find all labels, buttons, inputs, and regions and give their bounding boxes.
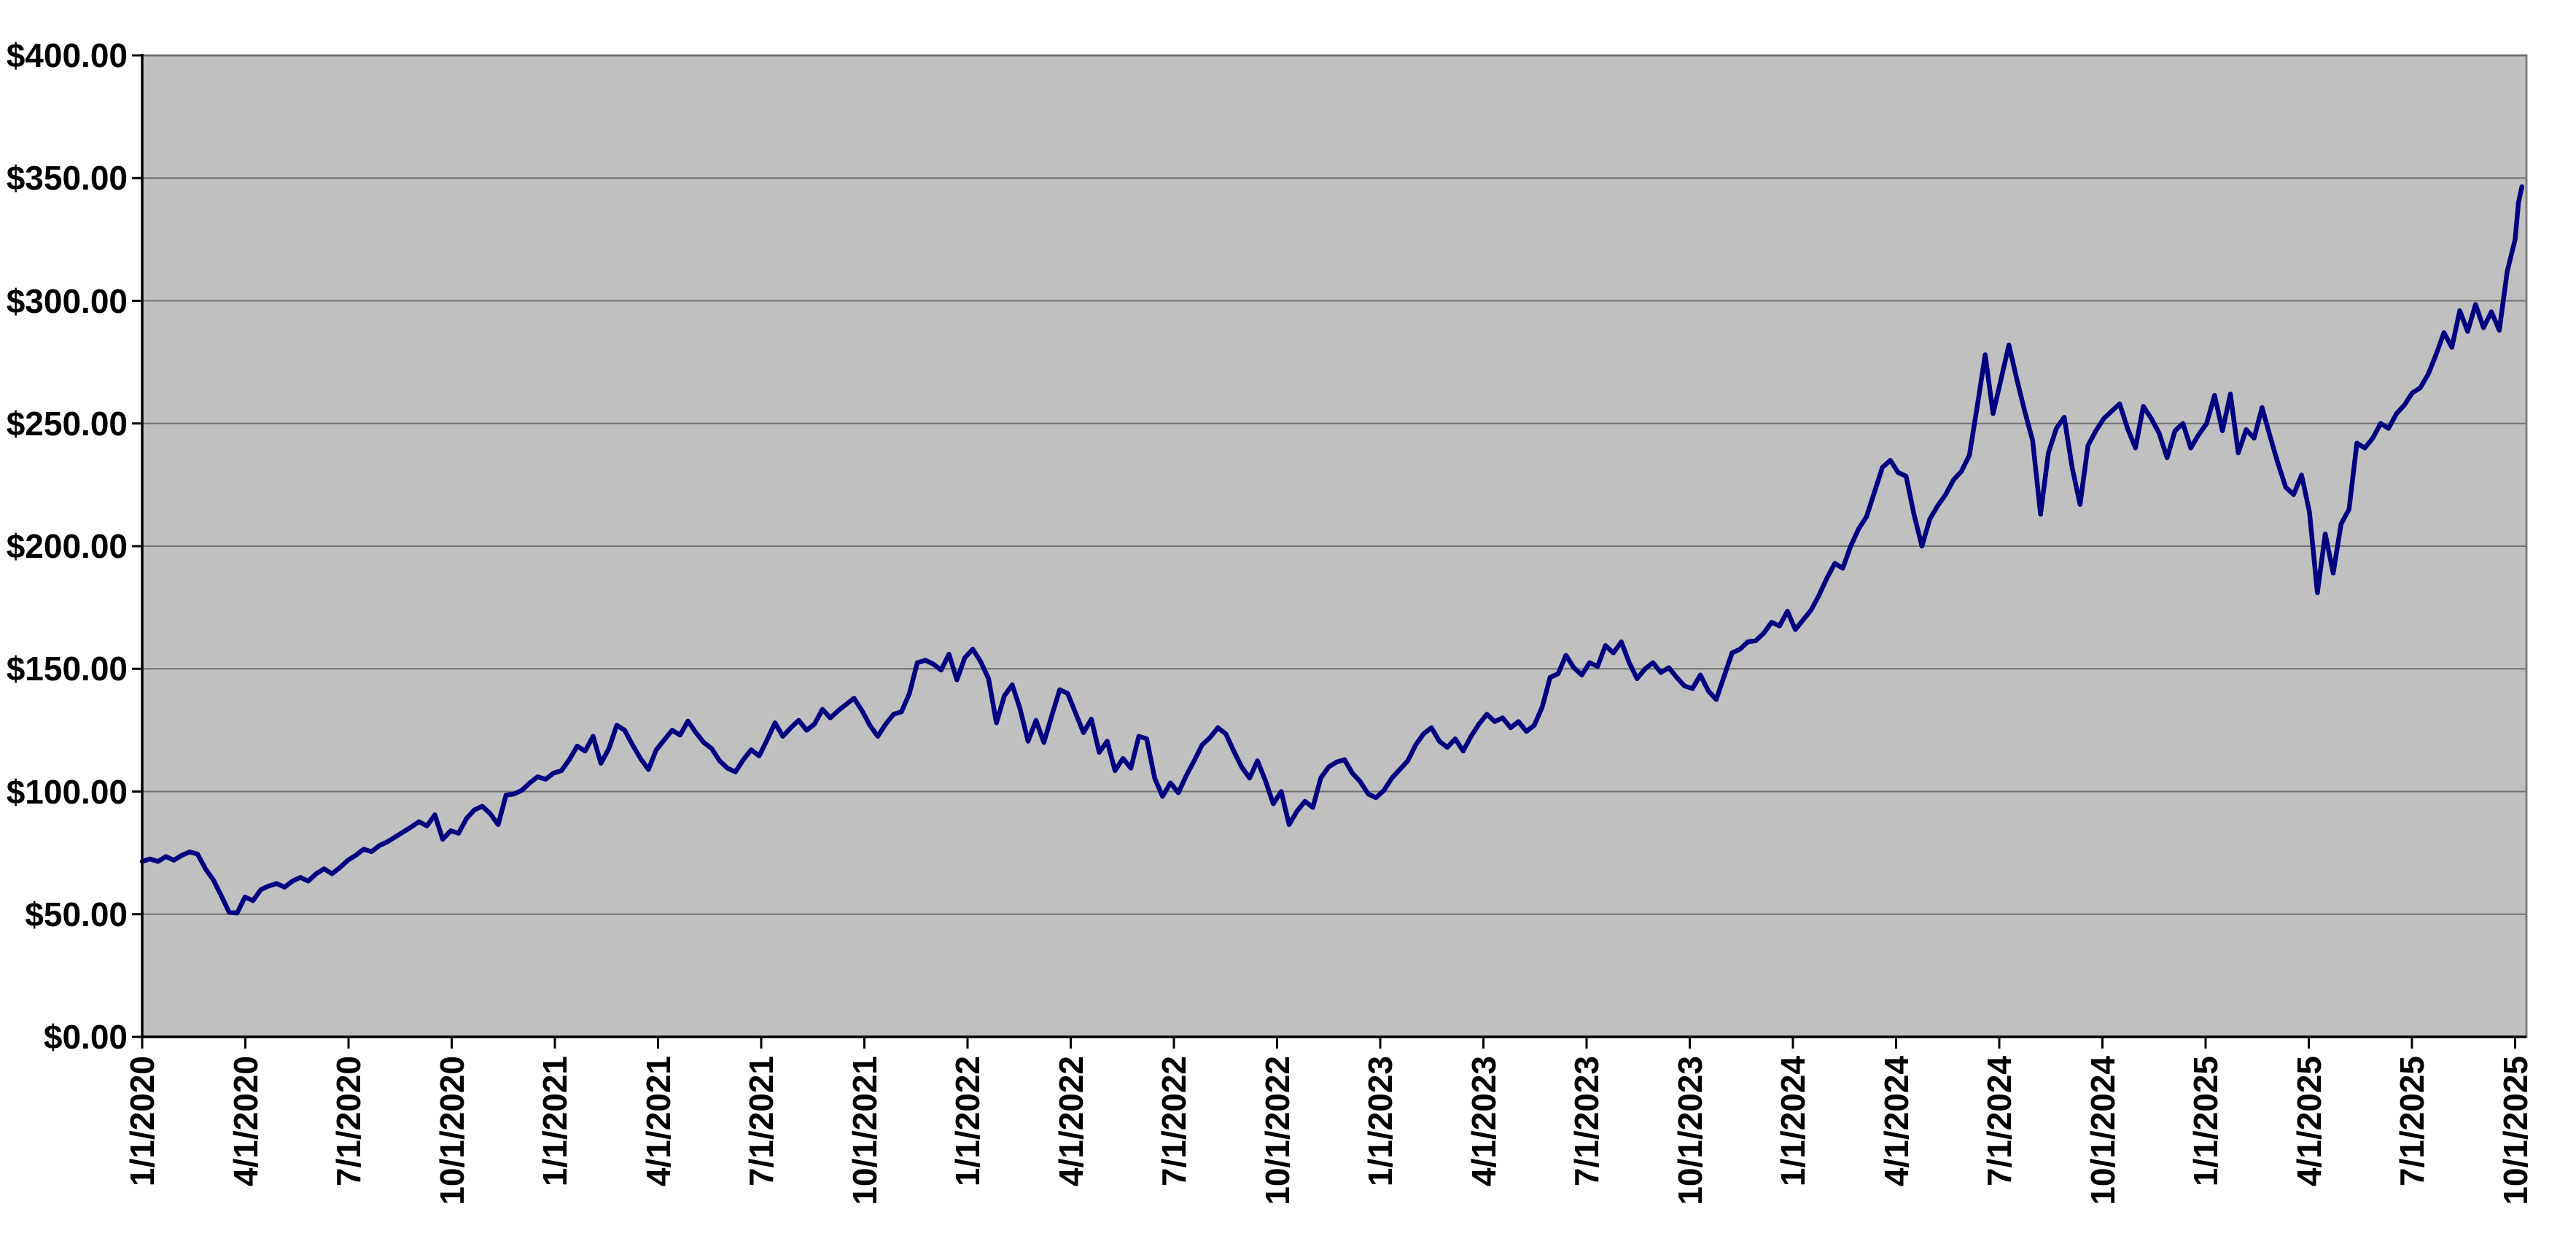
price-line-price [139, 184, 2525, 916]
x-tick-label: 4/1/2022 [1051, 1056, 1090, 1187]
y-tick-label: $300.00 [6, 281, 128, 320]
y-tick-label: $400.00 [6, 36, 128, 74]
x-tick-label: 4/1/2023 [1464, 1056, 1503, 1187]
x-tick-label: 10/1/2022 [1258, 1056, 1296, 1205]
x-tick-label: 1/1/2020 [123, 1056, 161, 1187]
x-tick-label: 1/1/2023 [1361, 1056, 1399, 1187]
x-tick-label: 4/1/2021 [639, 1056, 677, 1187]
x-tick-label: 10/1/2020 [432, 1056, 471, 1205]
x-tick-label: 1/1/2021 [536, 1056, 574, 1187]
y-tick-label: $250.00 [6, 404, 128, 443]
x-tick-label: 1/1/2022 [949, 1056, 987, 1187]
x-tick-label: 4/1/2025 [2289, 1056, 2328, 1187]
x-tick-label: 10/1/2024 [2083, 1056, 2122, 1205]
y-tick-label: $100.00 [6, 772, 128, 811]
x-tick-label: 7/1/2024 [1980, 1056, 2018, 1187]
x-tick-label: 1/1/2025 [2187, 1056, 2225, 1187]
x-tick-label: 4/1/2024 [1877, 1056, 1915, 1187]
x-tick-label: 10/1/2023 [1670, 1056, 1709, 1205]
x-tick-label: 7/1/2023 [1568, 1056, 1606, 1187]
x-tick-label: 4/1/2020 [226, 1056, 265, 1187]
x-tick-label: 10/1/2025 [2496, 1056, 2534, 1205]
x-tick-label: 10/1/2021 [845, 1056, 884, 1205]
x-tick-label: 1/1/2024 [1774, 1056, 1812, 1187]
x-tick-label: 7/1/2022 [1155, 1056, 1193, 1187]
y-tick-label: $50.00 [25, 895, 128, 933]
x-tick-label: 7/1/2025 [2393, 1056, 2431, 1187]
y-tick-label: $350.00 [6, 159, 128, 198]
y-tick-label: $0.00 [43, 1018, 128, 1056]
y-tick-label: $150.00 [6, 650, 128, 688]
x-tick-label: 7/1/2020 [330, 1056, 367, 1187]
y-tick-label: $200.00 [6, 527, 128, 565]
x-tick-label: 7/1/2021 [742, 1056, 780, 1187]
